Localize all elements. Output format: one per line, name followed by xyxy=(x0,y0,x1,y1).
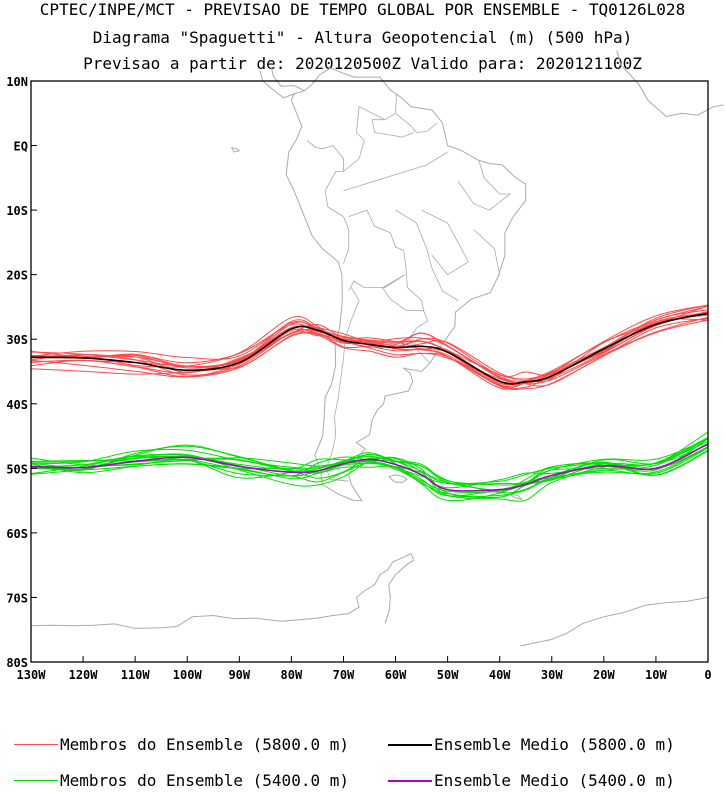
coastline xyxy=(259,71,295,99)
lat-tick-label: 20S xyxy=(6,269,28,283)
country-border xyxy=(395,112,438,134)
member-line-5400 xyxy=(30,438,709,489)
country-border xyxy=(348,209,408,288)
lat-tick-label: 40S xyxy=(6,398,28,412)
legend-swatch-black xyxy=(388,743,432,746)
member-line-5800 xyxy=(30,309,709,384)
country-border xyxy=(473,229,501,275)
legend-members-5400: Membros do Ensemble (5400.0 m) xyxy=(14,771,349,790)
title-line-1: CPTEC/INPE/MCT - PREVISAO DE TEMPO GLOBA… xyxy=(39,0,686,19)
lat-tick-label: 30S xyxy=(6,333,28,347)
lon-tick-label: 40W xyxy=(489,668,511,682)
ensemble-lines xyxy=(30,304,709,502)
member-line-5400 xyxy=(30,446,709,485)
country-border xyxy=(457,160,512,211)
member-line-5400 xyxy=(30,447,709,498)
coastline xyxy=(30,553,412,629)
lon-tick-label: 130W xyxy=(17,668,47,682)
lon-tick-label: 70W xyxy=(333,668,355,682)
legend-swatch-red xyxy=(14,744,58,745)
lon-tick-label: 20W xyxy=(593,668,615,682)
lat-tick-label: 80S xyxy=(6,656,28,670)
lon-tick-label: 90W xyxy=(228,668,250,682)
member-line-5800 xyxy=(30,317,709,391)
member-line-5400 xyxy=(30,431,709,494)
country-border xyxy=(306,140,350,264)
lon-tick-label: 120W xyxy=(69,668,99,682)
lon-tick-label: 30W xyxy=(541,668,563,682)
country-border xyxy=(395,209,459,301)
lat-tick-label: 10N xyxy=(6,75,28,89)
legend-members-5800: Membros do Ensemble (5800.0 m) xyxy=(14,735,349,754)
title-line-3: Previsao a partir de: 2020120500Z Valido… xyxy=(83,54,642,73)
title-line-2: Diagrama "Spaguetti" - Altura Geopotenci… xyxy=(92,28,633,47)
coastline xyxy=(388,474,408,484)
country-border xyxy=(343,93,397,172)
lat-tick-label: 70S xyxy=(6,591,28,605)
coastline xyxy=(508,493,524,501)
coastline xyxy=(285,67,527,502)
member-line-5800 xyxy=(30,319,709,387)
lon-tick-label: 60W xyxy=(385,668,407,682)
member-line-5400 xyxy=(30,437,709,486)
coastlines xyxy=(30,50,724,647)
lat-tick-label: 50S xyxy=(6,462,28,476)
country-border xyxy=(381,274,424,312)
country-border xyxy=(421,209,469,276)
lon-tick-label: 100W xyxy=(173,668,203,682)
map-frame xyxy=(30,80,709,663)
coastline xyxy=(384,553,415,624)
lat-tick-label: EQ xyxy=(14,140,28,154)
coastline xyxy=(231,147,241,153)
member-line-5800 xyxy=(30,316,709,386)
legend-label-mean-5400: Ensemble Medio (5400.0 m) xyxy=(434,771,675,790)
lon-tick-label: 0 xyxy=(704,668,711,682)
lon-tick-label: 10W xyxy=(645,668,667,682)
legend-label-mean-5800: Ensemble Medio (5800.0 m) xyxy=(434,735,675,754)
country-border xyxy=(407,287,431,364)
country-border xyxy=(343,151,448,192)
legend-mean-5400: Ensemble Medio (5400.0 m) xyxy=(388,771,675,790)
member-line-5800 xyxy=(30,311,709,388)
coastline xyxy=(271,67,305,92)
mean-line-5400 xyxy=(30,443,709,492)
legend-label-members-5800: Membros do Ensemble (5800.0 m) xyxy=(60,735,349,754)
lon-tick-label: 110W xyxy=(121,668,151,682)
mean-line-5800 xyxy=(30,312,709,385)
legend-label-members-5400: Membros do Ensemble (5400.0 m) xyxy=(60,771,349,790)
coastline xyxy=(520,596,709,647)
legend-swatch-green xyxy=(14,780,58,781)
lon-tick-label: 50W xyxy=(437,668,459,682)
country-border xyxy=(371,119,414,138)
country-border xyxy=(348,274,406,291)
lat-tick-label: 60S xyxy=(6,527,28,541)
coastline xyxy=(616,50,724,118)
lon-tick-label: 80W xyxy=(281,668,303,682)
lat-tick-label: 10S xyxy=(6,204,28,218)
legend-mean-5800: Ensemble Medio (5800.0 m) xyxy=(388,735,675,754)
legend-swatch-purple xyxy=(388,779,432,782)
